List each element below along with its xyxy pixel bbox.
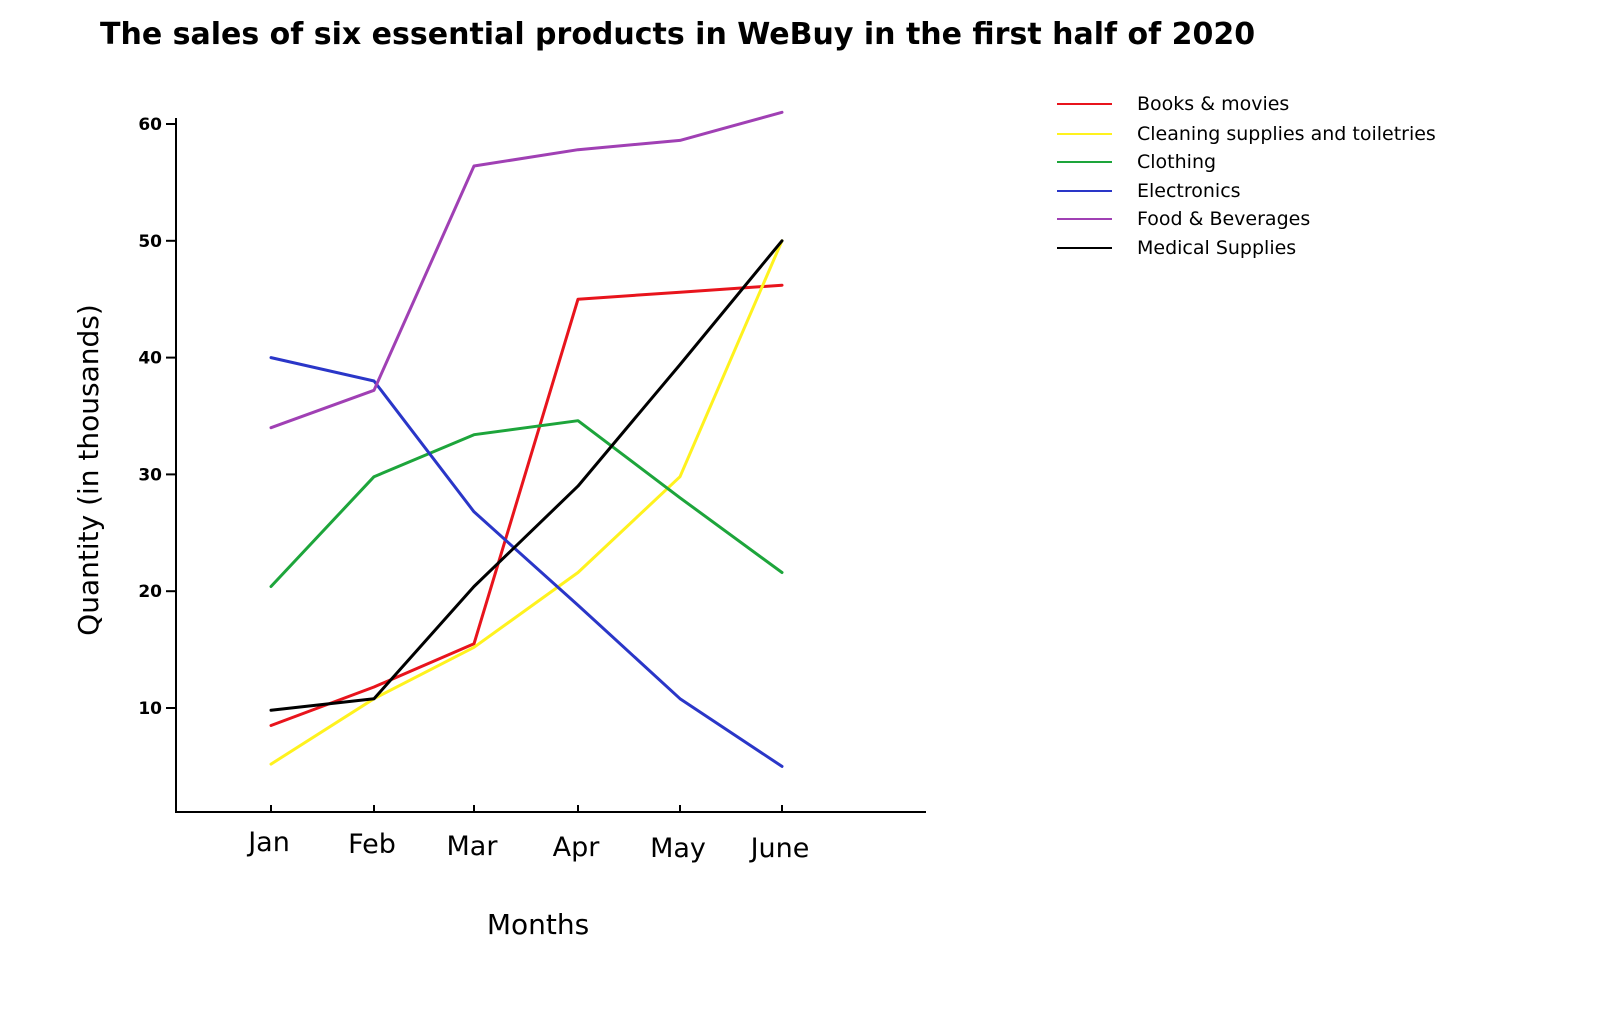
chart-title: The sales of six essential products in W…: [100, 17, 1255, 52]
y-tick-label: 40: [138, 349, 162, 369]
y-axis-label: Quantity (in thousands): [72, 304, 105, 636]
legend-label: Cleaning supplies and toiletries: [1137, 123, 1436, 145]
series-line: [269, 110, 784, 430]
x-tick-label: Feb: [348, 829, 396, 860]
y-tick-label: 10: [138, 699, 162, 719]
x-ticks: Jan Feb Mar Apr May June: [246, 805, 809, 864]
legend-label: Clothing: [1137, 151, 1216, 173]
y-tick-label: 20: [138, 582, 162, 602]
y-tick-label: 60: [138, 115, 162, 135]
x-axis-label: Months: [487, 908, 589, 941]
legend-label: Medical Supplies: [1137, 237, 1296, 259]
y-ticks: 10 20 30 40 50 60: [138, 115, 176, 719]
x-tick-label: Mar: [447, 831, 499, 862]
legend-label: Books & movies: [1137, 93, 1289, 115]
series-line: [269, 239, 784, 766]
x-tick-label: June: [749, 833, 810, 864]
axes: [175, 118, 926, 813]
x-tick-label: May: [650, 833, 706, 864]
series-line: [269, 419, 784, 588]
series-line: [269, 283, 784, 727]
y-tick-label: 30: [138, 465, 162, 485]
legend-label: Electronics: [1137, 180, 1241, 202]
x-tick-label: Jan: [246, 827, 290, 858]
series-line: [269, 356, 784, 768]
legend-label: Food & Beverages: [1137, 208, 1310, 230]
legend: Books & movies Cleaning supplies and toil…: [1057, 93, 1436, 259]
series-line: [269, 239, 784, 712]
y-tick-label: 50: [138, 232, 162, 252]
series-lines: [269, 110, 784, 768]
x-tick-label: Apr: [553, 832, 601, 863]
